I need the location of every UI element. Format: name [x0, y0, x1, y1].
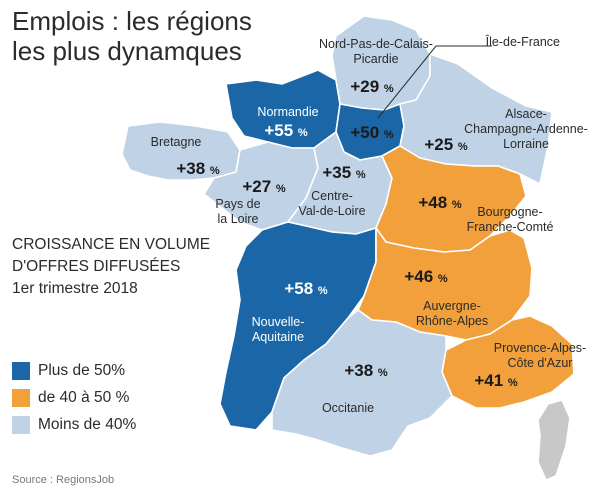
region-name-auvergne-rhone-alpes: Auvergne-Rhône-Alpes	[416, 299, 488, 328]
title-line-2: les plus dynamques	[12, 36, 242, 66]
region-name-nouvelle-aquitaine: Nouvelle-Aquitaine	[252, 315, 305, 344]
legend: Plus de 50% de 40 à 50 % Moins de 40%	[12, 360, 136, 441]
region-shape-corsica	[537, 399, 571, 481]
region-name-bretagne: Bretagne	[151, 135, 202, 149]
legend-label-low: Moins de 40%	[38, 416, 137, 433]
subtitle-line-3: 1er trimestre 2018	[12, 280, 138, 297]
region-value-hauts-de-france: +29 %	[350, 77, 394, 96]
legend-item-mid: de 40 à 50 %	[12, 387, 136, 409]
region-name-grand-est: Alsace-Champagne-Ardenne-Lorraine	[464, 107, 588, 151]
region-value-auvergne-rhone-alpes: +46 %	[404, 267, 448, 286]
map-title: Emplois : les régions les plus dynamques	[12, 6, 252, 66]
region-value-centre-val-de-loire: +35 %	[322, 163, 366, 182]
region-name-ile-de-france: Île-de-France	[485, 34, 560, 49]
region-name-hauts-de-france: Nord-Pas-de-Calais-Picardie	[319, 37, 433, 66]
subtitle-line-1: CROISSANCE EN VOLUME	[12, 236, 211, 253]
legend-swatch-high	[12, 362, 30, 380]
region-name-pays-de-la-loire: Pays de la Loire	[215, 197, 260, 226]
source-note: Source : RegionsJob	[12, 474, 115, 486]
region-value-ile-de-france: +50 %	[350, 123, 394, 142]
region-name-normandie: Normandie	[257, 105, 318, 119]
region-value-pays-de-la-loire: +27 %	[242, 177, 286, 196]
region-name-centre-val-de-loire: Centre-Val-de-Loire	[298, 189, 365, 218]
legend-label-high: Plus de 50%	[38, 362, 126, 379]
region-value-grand-est: +25 %	[424, 135, 468, 154]
region-shape-occitanie	[271, 309, 453, 457]
region-value-paca: +41 %	[474, 371, 518, 390]
legend-swatch-low	[12, 416, 30, 434]
region-value-bretagne: +38 %	[176, 159, 220, 178]
region-value-nouvelle-aquitaine: +58 %	[284, 279, 328, 298]
region-value-normandie: +55 %	[264, 121, 308, 140]
region-value-occitanie: +38 %	[344, 361, 388, 380]
ile-de-france-callout-line	[377, 45, 492, 119]
region-name-occitanie: Occitanie	[322, 401, 374, 415]
region-name-paca: Provence-Alpes-Côte d'Azur	[494, 341, 586, 370]
subtitle-line-2: D'OFFRES DIFFUSÉES	[12, 258, 181, 275]
legend-item-low: Moins de 40%	[12, 414, 136, 436]
region-value-bourgogne-franche-comte: +48 %	[418, 193, 462, 212]
title-line-1: Emplois : les régions	[12, 6, 252, 36]
region-shape-bourgogne-franche-comte	[375, 145, 527, 253]
legend-label-mid: de 40 à 50 %	[38, 389, 130, 406]
region-name-bourgogne-franche-comte: Bourgogne-Franche-Comté	[467, 205, 554, 234]
legend-swatch-mid	[12, 389, 30, 407]
legend-item-high: Plus de 50%	[12, 360, 136, 382]
map-subtitle: CROISSANCE EN VOLUME D'OFFRES DIFFUSÉES …	[12, 234, 210, 300]
